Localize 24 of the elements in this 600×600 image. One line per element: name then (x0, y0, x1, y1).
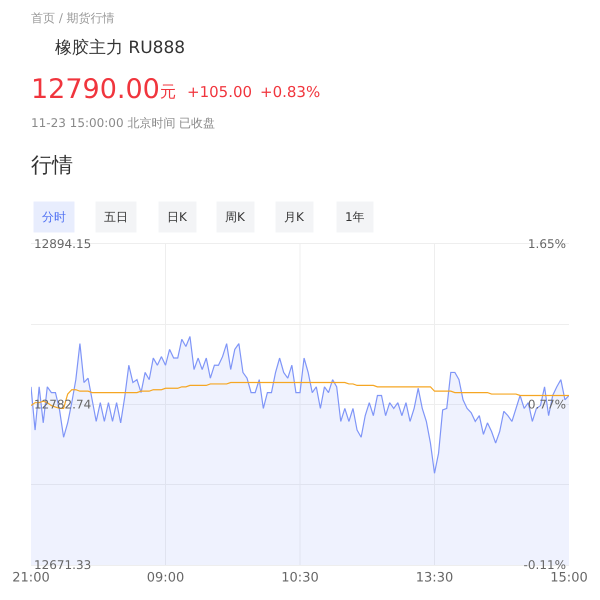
x-tick-label: 21:00 (12, 570, 50, 586)
y-tick-label: 12894.15 (34, 237, 92, 252)
text: 11-23 15:00:00 北京时间 已收盘 (31, 116, 216, 130)
y-tick-label: 12671.33 (34, 558, 92, 572)
chart-title: 橡胶主力 RU888 (55, 38, 186, 58)
line-series (31, 382, 569, 410)
text: 行情 (31, 153, 73, 177)
text: 1年 (345, 210, 365, 224)
text: 五日 (104, 210, 128, 224)
x-tick-label: 13:30 (416, 570, 454, 586)
text: +0.83% (260, 83, 320, 101)
text: 周K (225, 210, 246, 224)
text: 分时 (42, 210, 66, 224)
text: 首页 / 期货行情 (31, 11, 115, 25)
text: +105.00 (187, 83, 252, 101)
text: 元 (160, 82, 176, 101)
x-tick-label: 09:00 (146, 570, 184, 586)
x-tick-label: 10:30 (281, 570, 319, 586)
y2-tick-label: -0.11% (524, 558, 566, 572)
text: 12790.00 (31, 74, 160, 105)
text: 日K (167, 210, 188, 224)
text: 月K (284, 210, 305, 224)
y2-tick-label: 1.65% (528, 237, 566, 252)
x-tick-label: 15:00 (550, 570, 588, 586)
